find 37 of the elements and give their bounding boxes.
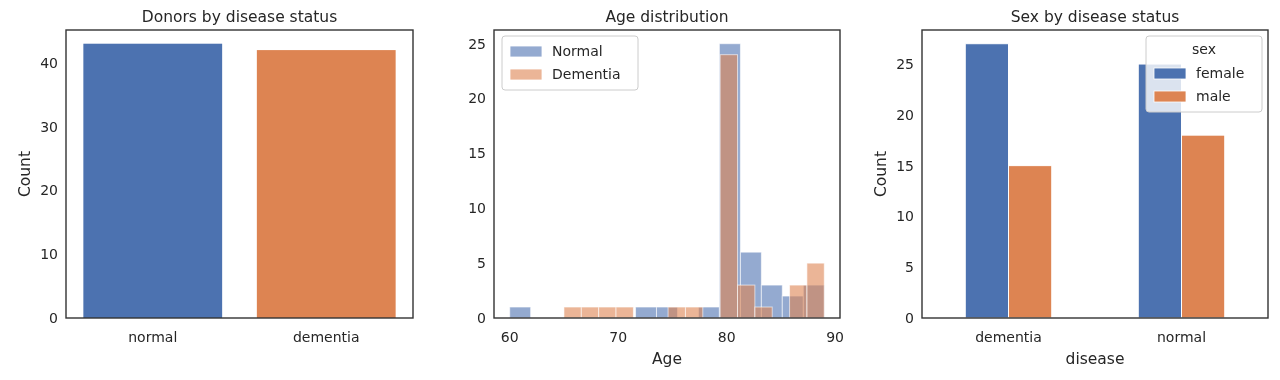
y-tick-label: 20 — [40, 182, 58, 199]
x-tick-label: normal — [128, 329, 178, 345]
x-tick-label: 60 — [500, 329, 519, 345]
y-tick-label: 10 — [896, 208, 914, 225]
y-tick-label: 10 — [468, 200, 486, 217]
y-tick-label: 5 — [477, 255, 486, 272]
x-tick-label: 70 — [609, 329, 628, 345]
y-tick-label: 15 — [468, 145, 486, 162]
x-tick-label: 80 — [717, 329, 736, 345]
y-tick-label: 20 — [468, 90, 486, 107]
x-tick-label: normal — [1156, 329, 1207, 345]
y-tick-label: 0 — [477, 309, 486, 326]
y-tick-label: 0 — [49, 309, 58, 326]
x-tick-label: dementia — [975, 329, 1042, 345]
chart-title: Sex by disease status — [1010, 8, 1180, 26]
legend-label: Normal — [552, 43, 603, 59]
y-tick-label: 30 — [40, 118, 58, 135]
y-axis-title: Count — [872, 150, 890, 198]
legend-label: Dementia — [552, 66, 621, 82]
legend-label: female — [1196, 65, 1245, 81]
y-tick-label: 0 — [905, 309, 914, 326]
y-tick-label: 40 — [40, 54, 58, 71]
legend-title: sex — [1192, 41, 1216, 57]
y-tick-label: 20 — [896, 106, 914, 123]
y-tick-label: 25 — [468, 35, 486, 52]
chart-title: Age distribution — [605, 8, 729, 26]
x-axis-title: disease — [1065, 350, 1125, 368]
chart-title: Donors by disease status — [141, 8, 338, 26]
y-axis-title: Count — [16, 150, 34, 198]
y-tick-label: 10 — [40, 246, 58, 263]
y-tick-label: 25 — [896, 55, 914, 72]
legend-label: male — [1196, 88, 1231, 104]
y-tick-label: 5 — [905, 259, 914, 276]
x-tick-label: 90 — [826, 329, 845, 345]
y-tick-label: 15 — [896, 157, 914, 174]
x-axis-title: Age — [652, 350, 682, 368]
x-tick-label: dementia — [292, 329, 360, 345]
